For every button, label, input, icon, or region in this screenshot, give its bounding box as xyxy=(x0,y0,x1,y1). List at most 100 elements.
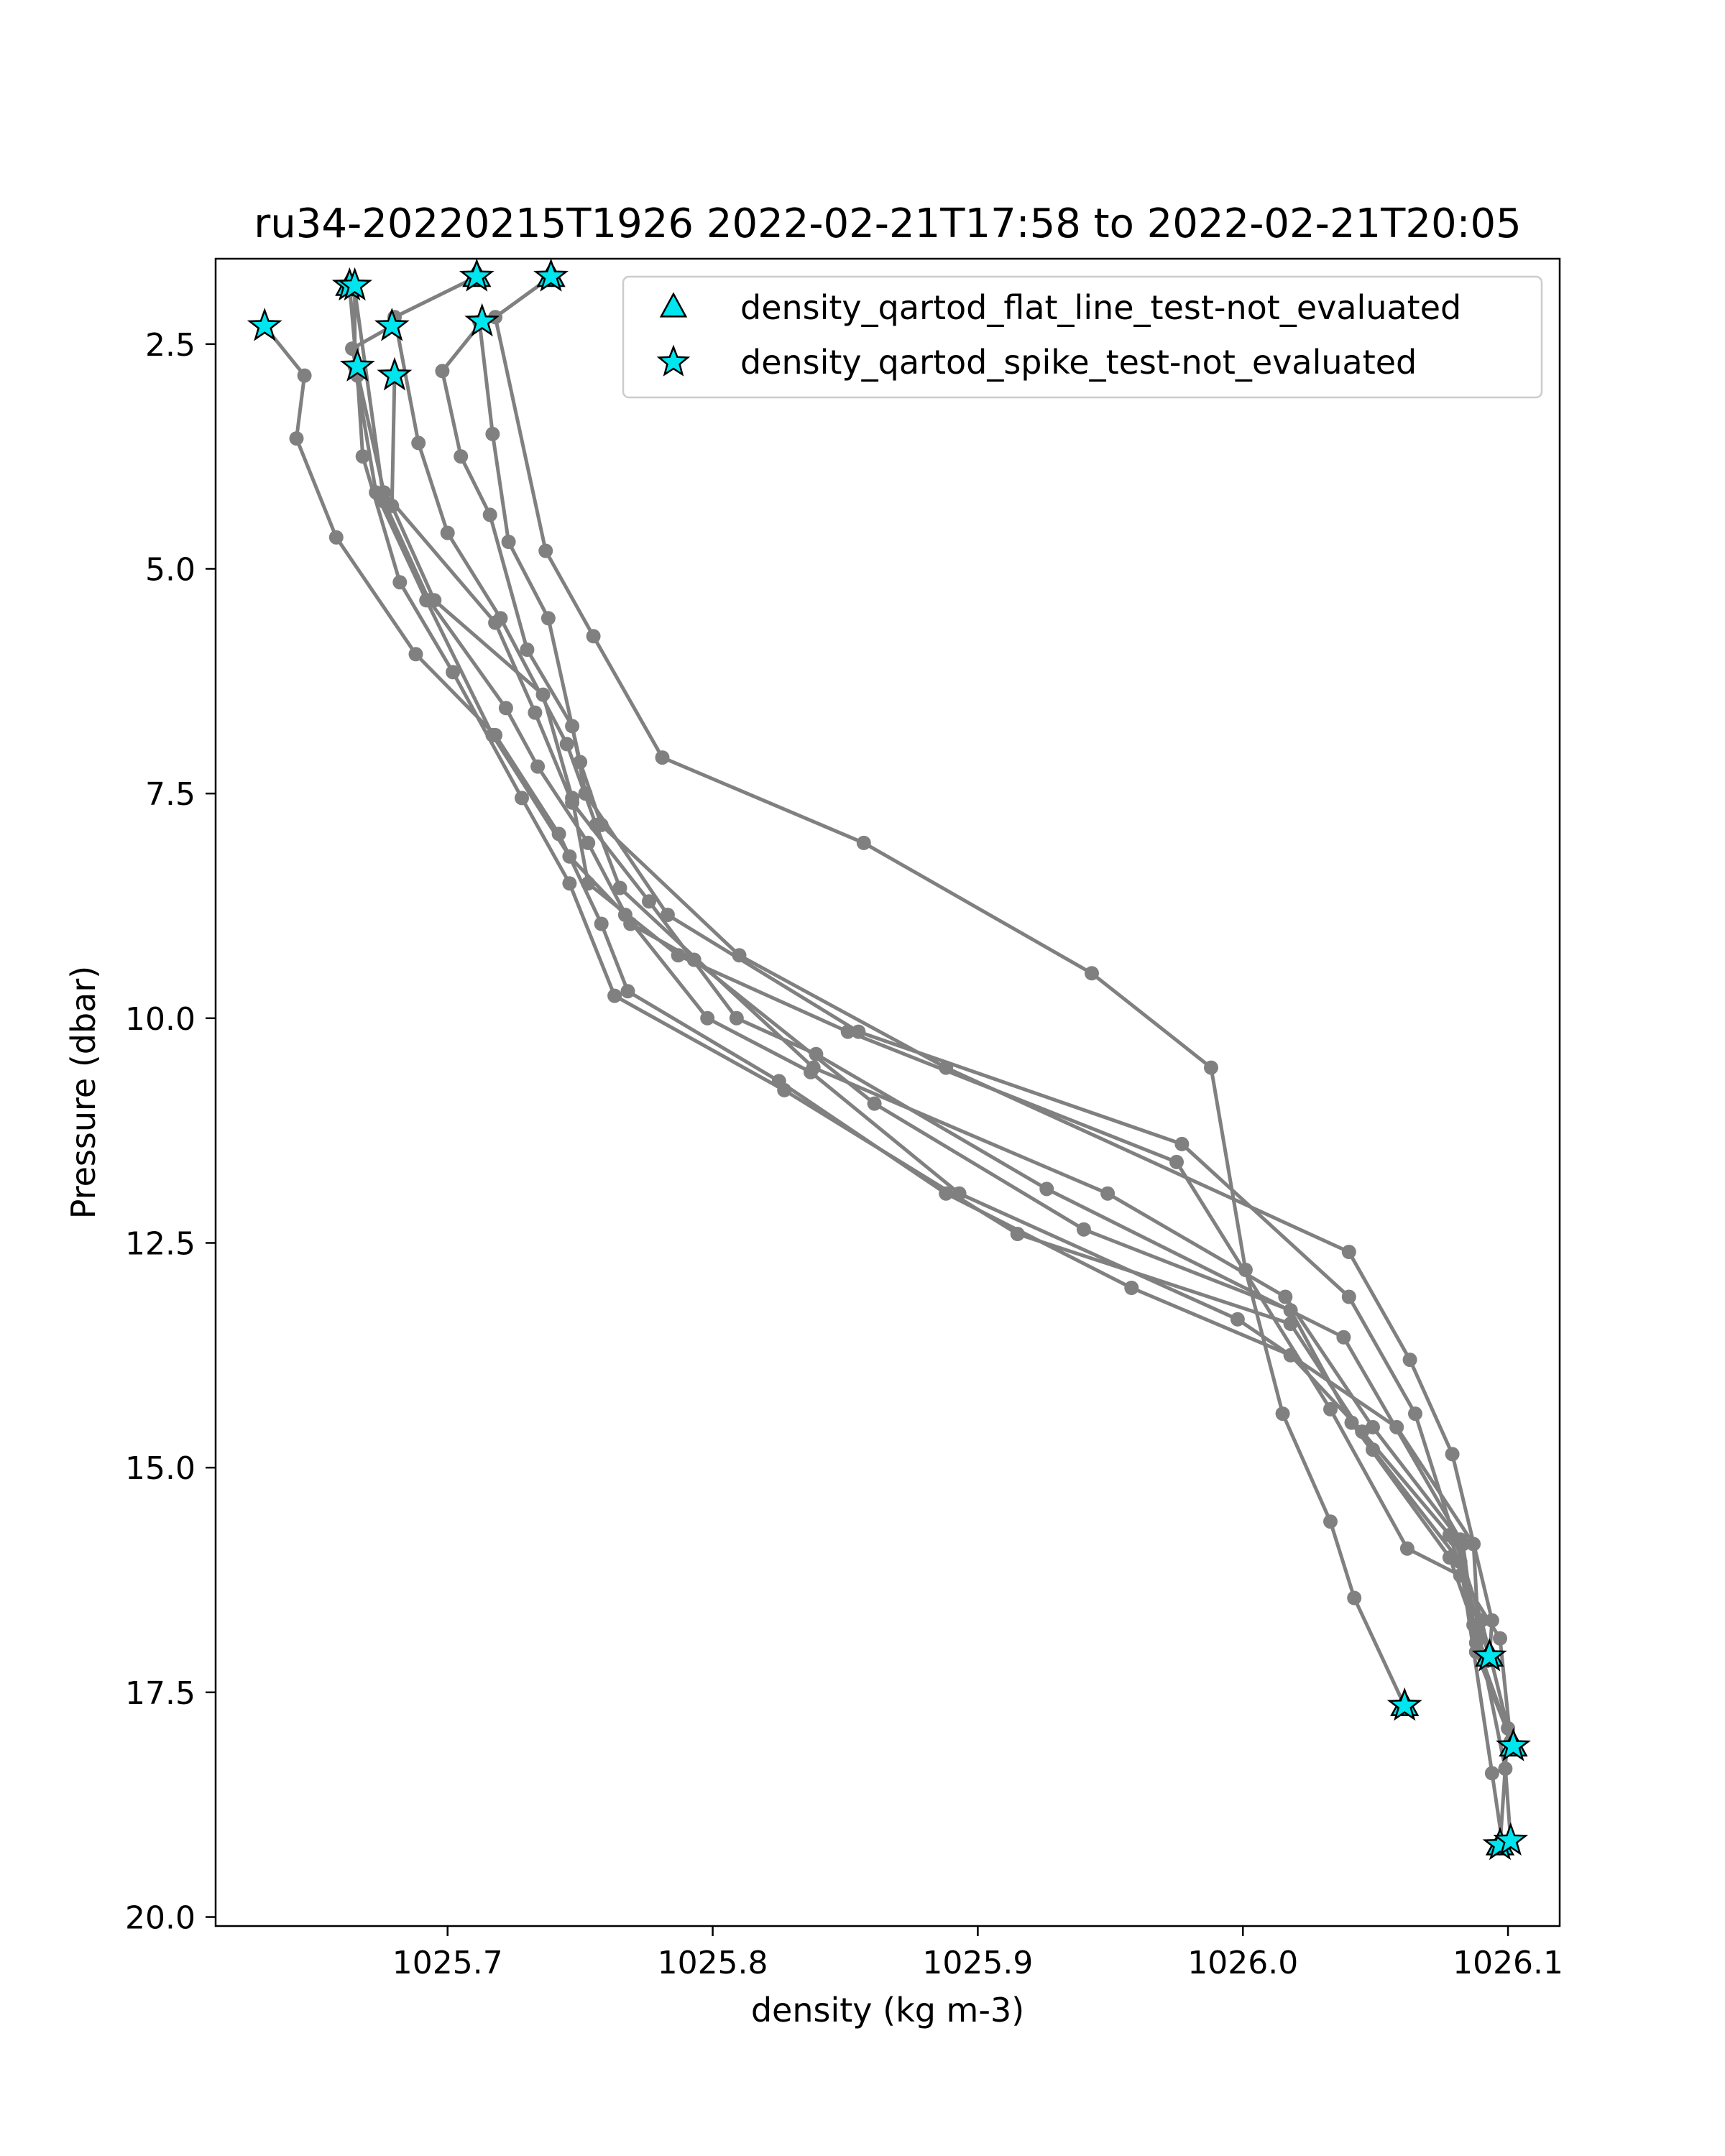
profile-2-point-9 xyxy=(777,1082,792,1097)
profile-10-point-11 xyxy=(1323,1514,1338,1529)
profile-1-point-8 xyxy=(594,916,609,931)
profile-6-point-11 xyxy=(1399,1541,1414,1556)
profile-8-point-3 xyxy=(454,449,469,464)
spike-test-marker-12 xyxy=(1495,1728,1531,1761)
profile-1-point-7 xyxy=(551,826,566,842)
profile-8-point-12 xyxy=(1408,1406,1422,1422)
profile-6-point-13 xyxy=(1493,1631,1507,1646)
profile-5-point-9 xyxy=(809,1046,824,1061)
profile-6-point-7 xyxy=(671,948,686,963)
profile-6-point-5 xyxy=(565,791,580,806)
spike-test-marker-5 xyxy=(459,258,494,292)
profile-8-point-14 xyxy=(1474,1613,1489,1628)
legend-star-icon xyxy=(656,344,691,377)
profile-7-point-10 xyxy=(1100,1186,1116,1201)
profile-1-point-3 xyxy=(289,431,304,446)
profile-4-point-12 xyxy=(1344,1415,1359,1430)
spike-test-marker-11 xyxy=(1386,1687,1422,1721)
x-tick-label: 1026.1 xyxy=(1453,1945,1563,1981)
x-tick-label: 1025.7 xyxy=(392,1945,503,1981)
profile-5-point-2 xyxy=(345,341,359,356)
y-tick-label: 7.5 xyxy=(145,776,196,813)
x-axis-label: density (kg m-3) xyxy=(751,1991,1024,2030)
spike-test-marker-3 xyxy=(337,267,373,301)
profile-9-point-11 xyxy=(1445,1447,1460,1462)
profile-3-point-6 xyxy=(562,849,577,864)
profile-10-point-5 xyxy=(655,750,670,765)
legend-label-1: density_qartod_flat_line_test-not_evalua… xyxy=(740,288,1461,327)
y-tick-label: 12.5 xyxy=(125,1225,196,1262)
profile-10-point-10 xyxy=(1275,1406,1290,1422)
profile-5-point-7 xyxy=(642,894,656,909)
profile-7-point-4 xyxy=(440,525,455,540)
profile-8-point-4 xyxy=(482,507,497,522)
profile-10-point-4 xyxy=(586,629,601,644)
profile-5-point-5 xyxy=(528,705,543,720)
profile-line-8 xyxy=(440,320,1510,1846)
profile-10-point-6 xyxy=(856,835,871,850)
x-tick-label: 1026.0 xyxy=(1187,1945,1298,1981)
profile-6-point-10 xyxy=(1323,1401,1338,1416)
axis-ticks: 1025.7 1025.8 1025.9 1026.0 1026.1 2.5 5.0 7.5 1… xyxy=(125,327,1563,1981)
profile-6-point-9 xyxy=(1169,1154,1184,1169)
profile-2-point-8 xyxy=(607,988,622,1003)
profile-7-point-3 xyxy=(411,436,426,451)
profile-1-point-4 xyxy=(328,530,344,545)
profile-9-point-5 xyxy=(573,755,588,770)
profile-line-6 xyxy=(390,375,1513,1742)
profile-4-point-9 xyxy=(867,1096,882,1111)
profile-9-point-2 xyxy=(485,426,500,441)
spike-test-marker-10 xyxy=(1471,1638,1507,1672)
spike-test-marker-8 xyxy=(339,348,375,382)
legend-box xyxy=(622,275,1543,399)
y-axis-label: Pressure (dbar) xyxy=(64,966,103,1219)
profile-9-point-10 xyxy=(1402,1353,1417,1368)
profile-8-point-13 xyxy=(1448,1532,1463,1547)
profile-2-point-6 xyxy=(515,791,529,806)
spike-test-marker-1 xyxy=(247,308,282,341)
profile-9-point-6 xyxy=(594,817,609,832)
chart-title: ru34-20220215T1926 2022-02-21T17:58 to 2… xyxy=(254,201,1521,247)
profile-7-point-6 xyxy=(559,737,574,752)
profile-1-point-2 xyxy=(297,368,312,383)
spike-test-marker-14 xyxy=(1493,1822,1529,1856)
profile-8-point-9 xyxy=(851,1024,866,1039)
profile-8-point-15 xyxy=(1501,1720,1516,1736)
profile-9-point-3 xyxy=(501,535,516,549)
profile-4-point-4 xyxy=(498,701,513,716)
profile-10-point-9 xyxy=(1238,1263,1253,1277)
profile-6-point-3 xyxy=(427,593,442,608)
plot-area xyxy=(247,258,1531,1861)
profile-4-point-5 xyxy=(530,759,546,774)
profile-7-point-5 xyxy=(493,611,508,626)
legend: density_qartod_flat_line_test-not_evalua… xyxy=(622,275,1543,399)
profile-7-point-8 xyxy=(612,880,627,895)
profile-5-point-10 xyxy=(1039,1181,1054,1197)
profile-1-point-12 xyxy=(1124,1281,1139,1295)
profile-4-point-6 xyxy=(581,835,596,850)
y-tick-label: 2.5 xyxy=(145,327,196,364)
profile-5-point-8 xyxy=(729,1010,744,1026)
profile-9-point-12 xyxy=(1484,1613,1499,1628)
profile-3-point-8 xyxy=(700,1010,715,1026)
profile-2-point-7 xyxy=(562,876,577,891)
profile-1-point-5 xyxy=(408,647,423,662)
profile-9-point-8 xyxy=(939,1060,954,1075)
profile-9-point-4 xyxy=(540,611,556,626)
spike-test-marker-4 xyxy=(374,308,410,341)
legend-label-2: density_qartod_spike_test-not_evaluated xyxy=(740,343,1417,382)
profile-4-point-13 xyxy=(1442,1550,1457,1565)
profile-7-point-12 xyxy=(1366,1419,1380,1434)
axes-frame xyxy=(214,257,1561,1927)
profile-6-point-2 xyxy=(385,498,400,513)
profile-line-3 xyxy=(353,285,1513,1841)
profile-line-1 xyxy=(263,325,1491,1657)
y-tick-label: 10.0 xyxy=(125,1001,196,1038)
profile-7-point-9 xyxy=(806,1060,821,1075)
profile-2-point-5 xyxy=(446,665,461,680)
profile-3-point-5 xyxy=(485,727,500,742)
x-tick-label: 1025.8 xyxy=(658,1945,768,1981)
profile-line-5 xyxy=(350,324,1515,1747)
legend-triangle-icon xyxy=(659,292,688,318)
profile-3-point-11 xyxy=(1230,1312,1245,1327)
